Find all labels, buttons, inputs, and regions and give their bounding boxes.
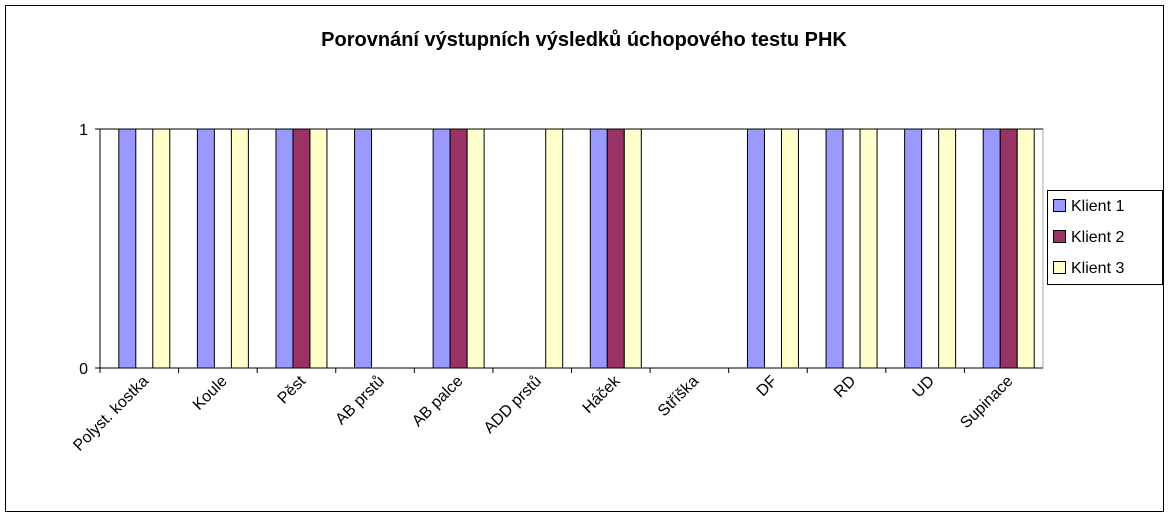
bar	[1016, 128, 1035, 369]
legend-swatch	[1053, 261, 1066, 274]
bar	[982, 128, 1001, 369]
bar	[354, 128, 373, 369]
bar	[904, 128, 923, 369]
bar	[118, 128, 137, 369]
bar	[859, 128, 878, 369]
bar	[999, 128, 1018, 369]
bar	[196, 128, 215, 369]
y-tick-label: 0	[79, 361, 88, 378]
legend-swatch	[1053, 199, 1066, 212]
bar	[938, 128, 957, 369]
bar	[466, 128, 485, 369]
bar	[589, 128, 608, 369]
legend-label: Klient 3	[1071, 260, 1124, 277]
y-tick-label: 1	[79, 122, 88, 139]
legend-box	[1047, 190, 1163, 285]
legend: Klient 1 Klient 2 Klient 3	[1047, 190, 1163, 285]
bar	[275, 128, 294, 369]
bar	[825, 128, 844, 369]
bar	[545, 128, 564, 369]
legend-swatch	[1053, 230, 1066, 243]
bar	[746, 128, 765, 369]
bar	[432, 128, 451, 369]
bar	[623, 128, 642, 369]
bar	[606, 128, 625, 369]
bar	[152, 128, 171, 369]
bar	[449, 128, 468, 369]
chart-title: Porovnání výstupních výsledků úchopového…	[321, 29, 847, 51]
bar	[292, 128, 311, 369]
bar	[230, 128, 249, 369]
plot-area	[99, 128, 1044, 369]
legend-label: Klient 2	[1071, 229, 1124, 246]
bar	[780, 128, 799, 369]
bar	[309, 128, 328, 369]
legend-label: Klient 1	[1071, 198, 1124, 215]
